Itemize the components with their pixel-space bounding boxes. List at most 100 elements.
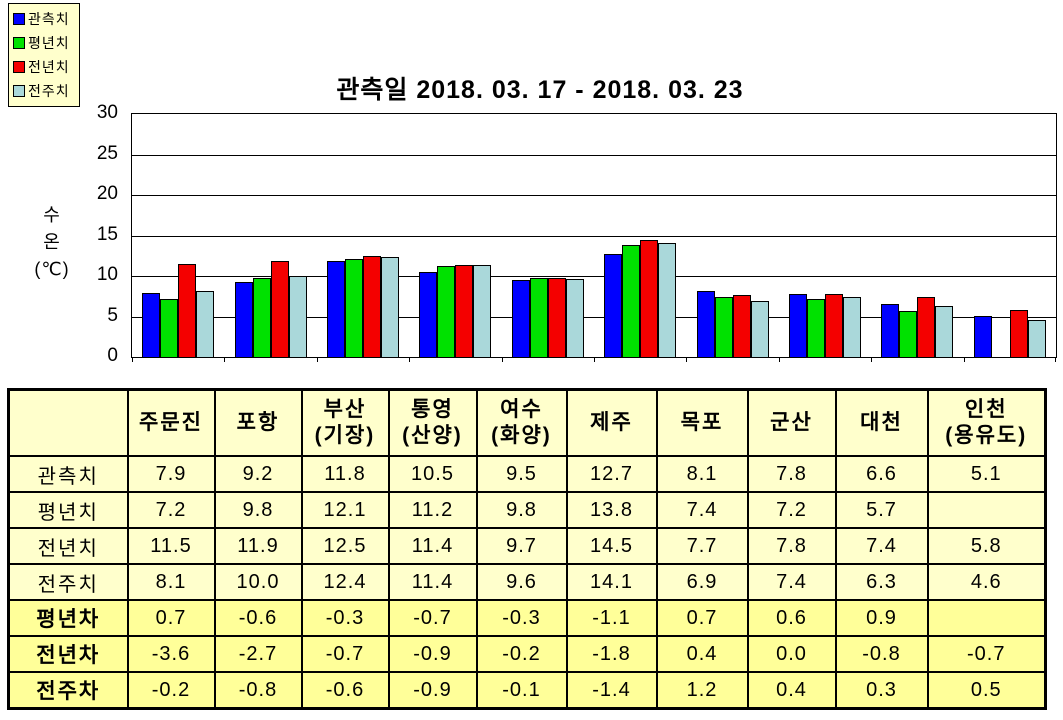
bar-전주치-인천(용유도) xyxy=(1027,320,1046,357)
bar-전년치-대천 xyxy=(917,297,936,357)
bar-전년치-주문진 xyxy=(178,264,197,357)
value-cell: 0.0 xyxy=(746,635,837,673)
legend-swatch-icon xyxy=(13,85,25,97)
value-cell: 5.1 xyxy=(926,455,1047,493)
value-cell: 0.7 xyxy=(655,599,749,637)
row-label: 전년치 xyxy=(7,527,129,565)
value-cell: 9.6 xyxy=(475,563,568,601)
bar-평년치-목포 xyxy=(714,297,733,357)
value-cell: 9.8 xyxy=(475,491,568,529)
row-label: 전주차 xyxy=(7,671,129,710)
table-header-row: 주문진 포항 부산 (기장) 통영 (산양) 여수 (화양) 제주 목포 군산 대천 인천 (용유… xyxy=(7,388,1047,457)
sea-temperature-table: 주문진 포항 부산 (기장) 통영 (산양) 여수 (화양) 제주 목포 군산 대천 인천 (용유… xyxy=(7,388,1047,710)
value-cell: 9.2 xyxy=(213,455,303,493)
value-cell: 7.8 xyxy=(746,527,837,565)
bar-평년치-포항 xyxy=(252,278,271,357)
x-axis-tick xyxy=(779,358,780,362)
value-cell: -1.4 xyxy=(565,671,658,710)
column-header: 군산 xyxy=(746,388,837,457)
table-row-전년차: 전년차 -3.6 -2.7 -0.7 -0.9 -0.2 -1.8 0.4 0.0 -0.8 -0.… xyxy=(7,635,1047,673)
value-cell: 1.2 xyxy=(655,671,749,710)
value-cell: 6.6 xyxy=(834,455,929,493)
value-cell: 8.1 xyxy=(126,563,216,601)
value-cell xyxy=(926,599,1047,637)
table-row-전주차: 전주차 -0.2 -0.8 -0.6 -0.9 -0.1 -1.4 1.2 0.4 0.3 0.5 xyxy=(7,671,1047,710)
legend-swatch-icon xyxy=(13,13,25,25)
value-cell: 0.3 xyxy=(834,671,929,710)
legend-label: 전년치 xyxy=(28,59,70,75)
value-cell: -0.7 xyxy=(387,599,478,637)
value-cell: -0.3 xyxy=(300,599,390,637)
value-cell: -0.6 xyxy=(300,671,390,710)
value-cell: 12.7 xyxy=(565,455,658,493)
value-cell: 8.1 xyxy=(655,455,749,493)
table-row-전주치: 전주치 8.1 10.0 12.4 11.4 9.6 14.1 6.9 7.4 6.3 4.6 xyxy=(7,563,1047,601)
value-cell: 6.9 xyxy=(655,563,749,601)
x-axis-tick xyxy=(409,358,410,362)
value-cell: 9.8 xyxy=(213,491,303,529)
value-cell: 10.5 xyxy=(387,455,478,493)
gridline-20 xyxy=(132,195,1056,196)
gridline-10 xyxy=(132,276,1056,277)
value-cell: -0.8 xyxy=(834,635,929,673)
value-cell: -0.8 xyxy=(213,671,303,710)
bar-전년치-부산(기장) xyxy=(363,256,381,357)
value-cell: -0.2 xyxy=(126,671,216,710)
bar-전년치-통영(산양) xyxy=(455,265,474,357)
value-cell: 0.6 xyxy=(746,599,837,637)
value-cell: 12.5 xyxy=(300,527,390,565)
value-cell: 11.9 xyxy=(213,527,303,565)
value-cell: 7.2 xyxy=(746,491,837,529)
value-cell: 7.2 xyxy=(126,491,216,529)
gridline-15 xyxy=(132,235,1056,237)
y-tick-label-0: 0 xyxy=(107,345,118,366)
x-axis-tick xyxy=(224,358,225,362)
bar-평년치-주문진 xyxy=(160,299,179,357)
bar-평년치-제주 xyxy=(622,245,641,357)
value-cell: 11.5 xyxy=(126,527,216,565)
row-label: 평년차 xyxy=(7,599,129,637)
legend-label: 평년치 xyxy=(28,35,70,51)
value-cell: 7.4 xyxy=(655,491,749,529)
y-tick-label-20: 20 xyxy=(96,183,118,204)
value-cell: 7.9 xyxy=(126,455,216,493)
bar-평년치-통영(산양) xyxy=(437,266,456,357)
bar-전년치-목포 xyxy=(732,295,751,357)
value-cell: -0.3 xyxy=(475,599,568,637)
value-cell: 12.4 xyxy=(300,563,390,601)
value-cell: -1.8 xyxy=(565,635,658,673)
value-cell: -0.9 xyxy=(387,635,478,673)
row-label: 전년차 xyxy=(7,635,129,673)
value-cell: 14.1 xyxy=(565,563,658,601)
value-cell: 12.1 xyxy=(300,491,390,529)
legend-swatch-icon xyxy=(13,37,25,49)
bar-평년치-대천 xyxy=(899,311,918,357)
value-cell: 7.7 xyxy=(655,527,749,565)
column-header: 제주 xyxy=(565,388,658,457)
row-label: 관측치 xyxy=(7,455,129,493)
bar-관측치-통영(산양) xyxy=(419,272,438,357)
bar-전주치-부산(기장) xyxy=(381,257,399,357)
column-header: 주문진 xyxy=(126,388,216,457)
y-axis-tick-labels: 30 25 20 15 10 5 0 xyxy=(78,102,124,366)
value-cell: -0.6 xyxy=(213,599,303,637)
value-cell: -2.7 xyxy=(213,635,303,673)
column-header: 인천 (용유도) xyxy=(926,388,1047,457)
value-cell: 11.4 xyxy=(387,527,478,565)
legend-label: 관측치 xyxy=(28,11,70,27)
bar-전주치-목포 xyxy=(750,301,769,357)
value-cell xyxy=(926,491,1047,529)
value-cell: 0.7 xyxy=(126,599,216,637)
bar-전주치-포항 xyxy=(288,276,307,357)
bar-관측치-포항 xyxy=(234,282,253,357)
legend-item-전주치: 전주치 xyxy=(9,79,79,103)
bar-평년치-군산 xyxy=(807,299,825,357)
bar-전주치-제주 xyxy=(658,243,677,357)
legend-item-관측치: 관측치 xyxy=(9,7,79,31)
bar-관측치-주문진 xyxy=(142,293,161,357)
table-row-평년치: 평년치 7.2 9.8 12.1 11.2 9.8 13.8 7.4 7.2 5.7 xyxy=(7,491,1047,529)
table-row-전년치: 전년치 11.5 11.9 12.5 11.4 9.7 14.5 7.7 7.8 7.4 5.8 xyxy=(7,527,1047,565)
column-header: 포항 xyxy=(213,388,303,457)
value-cell: 4.6 xyxy=(926,563,1047,601)
